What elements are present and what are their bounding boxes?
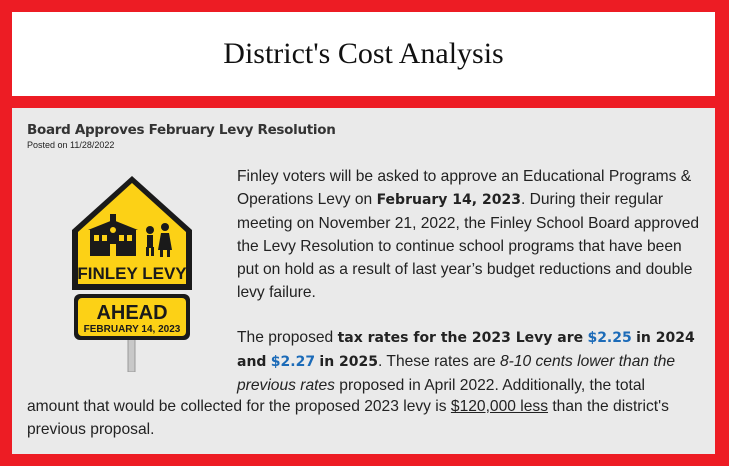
school-icon bbox=[88, 214, 138, 256]
article-headline[interactable]: Board Approves February Levy Resolution bbox=[27, 122, 336, 138]
total-text-cont: than the district's previous proposal. bbox=[27, 398, 669, 438]
rates-bold-2: in 2024 and bbox=[237, 330, 695, 370]
sign-text-date: FEBRUARY 14, 2023 bbox=[84, 324, 181, 335]
rates-italic: 8-10 cents lower than the previous rates bbox=[237, 353, 676, 394]
paragraph-total: amount that would be collected for the p… bbox=[27, 395, 707, 441]
sign-text-ahead: AHEAD bbox=[96, 302, 167, 324]
rates-text: The proposed bbox=[237, 329, 338, 346]
levy-date: February 14, 2023 bbox=[376, 192, 521, 208]
sign-post bbox=[127, 336, 136, 372]
children-icon bbox=[146, 223, 172, 257]
sign-text-finley-levy: FINLEY LEVY bbox=[77, 264, 187, 283]
article-panel: Board Approves February Levy Resolution … bbox=[12, 108, 715, 454]
amount-less: $120,000 less bbox=[450, 398, 549, 415]
paragraph-rates: The proposed tax rates for the 2023 Levy… bbox=[237, 326, 707, 397]
rate-2024: $2.25 bbox=[587, 330, 632, 346]
title-box: District's Cost Analysis bbox=[12, 12, 715, 96]
levy-sign-image: FINLEY LEVY AHEAD FEBRUARY 14, 2023 bbox=[72, 176, 192, 372]
plaque-face bbox=[78, 298, 186, 336]
intro-text-cont: . During their regular meeting on Novemb… bbox=[237, 191, 700, 301]
intro-text: Finley voters will be asked to approve a… bbox=[237, 168, 692, 208]
posted-date: Posted on 11/28/2022 bbox=[27, 140, 115, 150]
rates-text-end: proposed in April 2022. Additionally, th… bbox=[334, 377, 646, 394]
rate-2025: $2.27 bbox=[270, 354, 316, 370]
rates-bold-1: tax rates for the 2023 Levy are bbox=[337, 330, 584, 346]
paragraph-intro: Finley voters will be asked to approve a… bbox=[237, 165, 707, 304]
rates-text-cont: . These rates are bbox=[378, 353, 500, 370]
rates-bold-3: in 2025 bbox=[319, 354, 379, 370]
page-title: District's Cost Analysis bbox=[223, 37, 504, 70]
total-text: amount that would be collected for the p… bbox=[27, 398, 451, 415]
